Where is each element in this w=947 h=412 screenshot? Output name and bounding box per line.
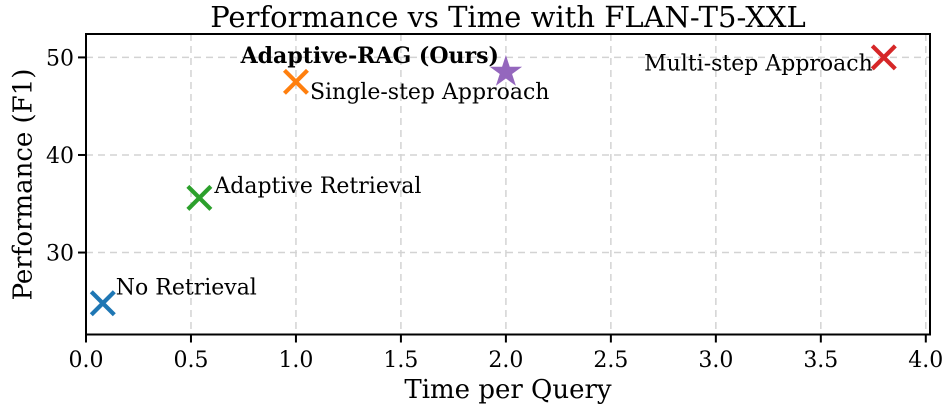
y-tick-label: 40 — [46, 144, 74, 169]
marker-x-single-step-approach — [282, 68, 309, 95]
plot-border — [85, 33, 931, 336]
x-tick-label: 4.0 — [908, 348, 943, 373]
point-label-adaptive-retrieval: Adaptive Retrieval — [213, 174, 421, 199]
x-tick-label: 2.5 — [593, 348, 628, 373]
point-label-multi-step-approach: Multi-step Approach — [644, 51, 873, 76]
x-tick-label: 3.0 — [698, 348, 733, 373]
y-tick-label: 50 — [46, 46, 74, 71]
x-tick-label: 1.0 — [278, 348, 313, 373]
x-tick-label: 2.0 — [488, 348, 523, 373]
y-axis-label: Performance (F1) — [8, 68, 39, 301]
marker-star-adaptive-rag-ours — [489, 55, 523, 86]
x-tick-label: 3.5 — [803, 348, 838, 373]
point-label-no-retrieval: No Retrieval — [116, 275, 257, 300]
marker-x-no-retrieval — [89, 290, 116, 317]
x-tick-label: 1.5 — [383, 348, 418, 373]
x-axis-label: Time per Query — [404, 375, 612, 405]
y-tick-label: 30 — [46, 242, 74, 267]
x-tick-label: 0.0 — [69, 348, 104, 373]
point-label-single-step-approach: Single-step Approach — [310, 80, 550, 105]
x-tick-label: 0.5 — [173, 348, 208, 373]
point-label-adaptive-rag-ours: Adaptive-RAG (Ours) — [240, 43, 499, 69]
chart-title: Performance vs Time with FLAN-T5-XXL — [210, 0, 806, 34]
marker-x-multi-step-approach — [870, 44, 897, 71]
marker-x-adaptive-retrieval — [186, 184, 213, 211]
